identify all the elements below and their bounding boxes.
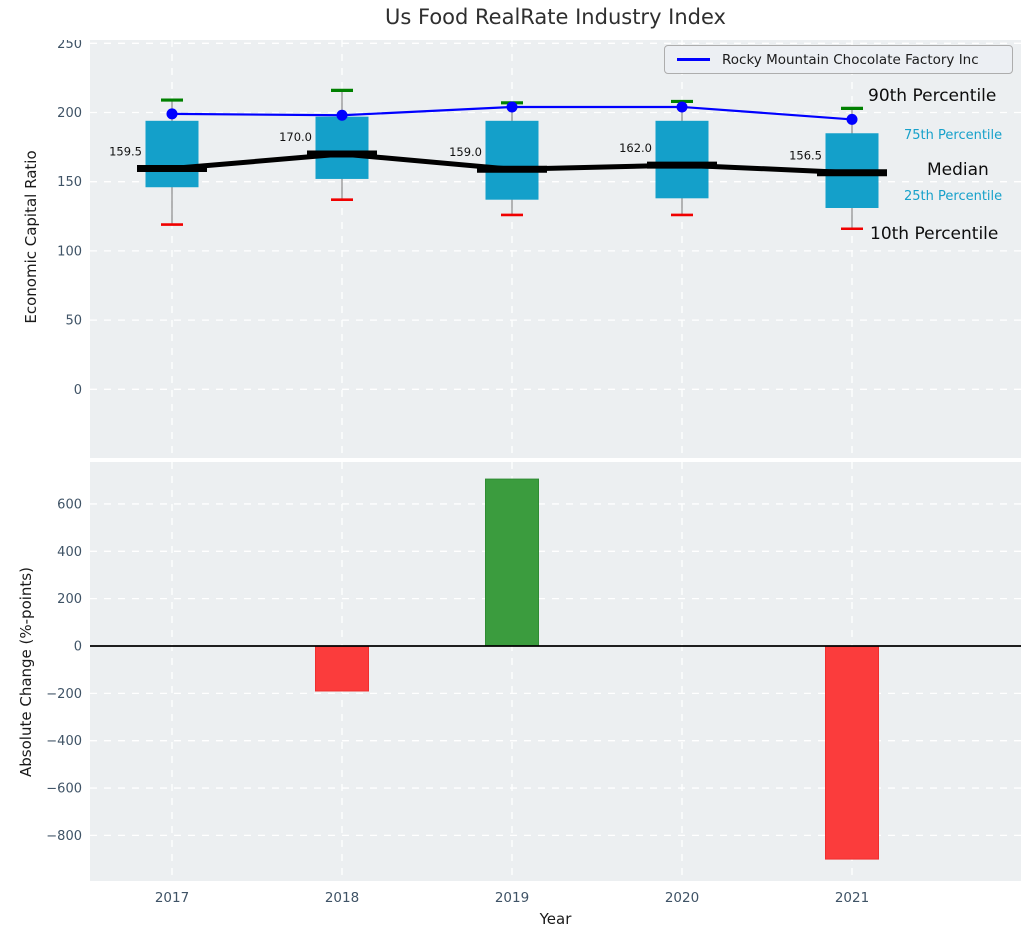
iqr-box-2017 bbox=[145, 120, 199, 188]
company-dot-2017 bbox=[166, 108, 178, 120]
legend-label: Rocky Mountain Chocolate Factory Inc bbox=[722, 51, 979, 68]
company-dot-2018 bbox=[336, 109, 348, 121]
x-tick-label-2017: 2017 bbox=[155, 890, 189, 906]
y-tick-label-top: 100 bbox=[57, 244, 82, 259]
median-value-label-2021: 156.5 bbox=[789, 149, 822, 163]
median-value-label-2019: 159.0 bbox=[449, 145, 482, 159]
top-panel-bg bbox=[90, 40, 1021, 458]
y-tick-label-bottom: −600 bbox=[46, 782, 82, 797]
iqr-box-2020 bbox=[655, 120, 709, 199]
company-dot-2021 bbox=[846, 113, 858, 125]
change-bar-2019 bbox=[485, 478, 539, 647]
annotation-median: Median bbox=[927, 160, 989, 180]
y-axis-label-bottom: Absolute Change (%-points) bbox=[17, 567, 35, 777]
y-tick-label-bottom: 600 bbox=[57, 497, 82, 512]
annotation-75th-percentile: 75th Percentile bbox=[904, 128, 1003, 143]
x-tick-label-2020: 2020 bbox=[665, 890, 699, 906]
median-value-label-2020: 162.0 bbox=[619, 141, 652, 155]
y-tick-label-top: 0 bbox=[74, 383, 82, 398]
y-tick-label-bottom: −800 bbox=[46, 829, 82, 844]
y-tick-label-top: 150 bbox=[57, 175, 82, 190]
company-dot-2019 bbox=[506, 101, 518, 113]
x-tick-label-2021: 2021 bbox=[835, 890, 869, 906]
y-tick-label-top: 200 bbox=[57, 106, 82, 121]
annotation-90th-percentile: 90th Percentile bbox=[868, 86, 997, 106]
median-value-label-2017: 159.5 bbox=[109, 145, 142, 159]
y-tick-label-bottom: 200 bbox=[57, 592, 82, 607]
chart-title: Us Food RealRate Industry Index bbox=[385, 5, 726, 29]
change-bar-2021 bbox=[825, 645, 879, 860]
bottom-panel-bg bbox=[90, 462, 1021, 881]
y-tick-label-bottom: −400 bbox=[46, 734, 82, 749]
annotation-25th-percentile: 25th Percentile bbox=[904, 189, 1003, 204]
y-tick-label-top: 50 bbox=[65, 314, 82, 329]
company-dot-2020 bbox=[676, 101, 688, 113]
legend: Rocky Mountain Chocolate Factory Inc bbox=[664, 45, 1013, 74]
legend-line-sample bbox=[677, 58, 710, 61]
iqr-box-2018 bbox=[315, 116, 369, 179]
x-axis-label: Year bbox=[539, 910, 572, 928]
y-axis-label-top: Economic Capital Ratio bbox=[22, 150, 40, 324]
y-tick-label-top: 250 bbox=[57, 40, 82, 52]
bottom-panel-bar-chart: 600 400 200 0 −200 −400 −600 −800 2017 2018 2019 20… bbox=[46, 462, 1021, 906]
y-tick-label-bottom: 400 bbox=[57, 545, 82, 560]
x-tick-label-2018: 2018 bbox=[325, 890, 359, 906]
x-tick-label-2019: 2019 bbox=[495, 890, 529, 906]
change-bar-2018 bbox=[315, 645, 369, 692]
annotation-10th-percentile: 10th Percentile bbox=[870, 224, 999, 244]
median-value-label-2018: 170.0 bbox=[279, 130, 312, 144]
top-panel-boxplot: 250 200 150 100 50 0 159.5 170.0 159.0 162.0 156.5 bbox=[57, 40, 1021, 458]
y-tick-label-bottom: −200 bbox=[46, 687, 82, 702]
iqr-box-2019 bbox=[485, 120, 539, 200]
y-tick-label-bottom: 0 bbox=[74, 640, 82, 655]
